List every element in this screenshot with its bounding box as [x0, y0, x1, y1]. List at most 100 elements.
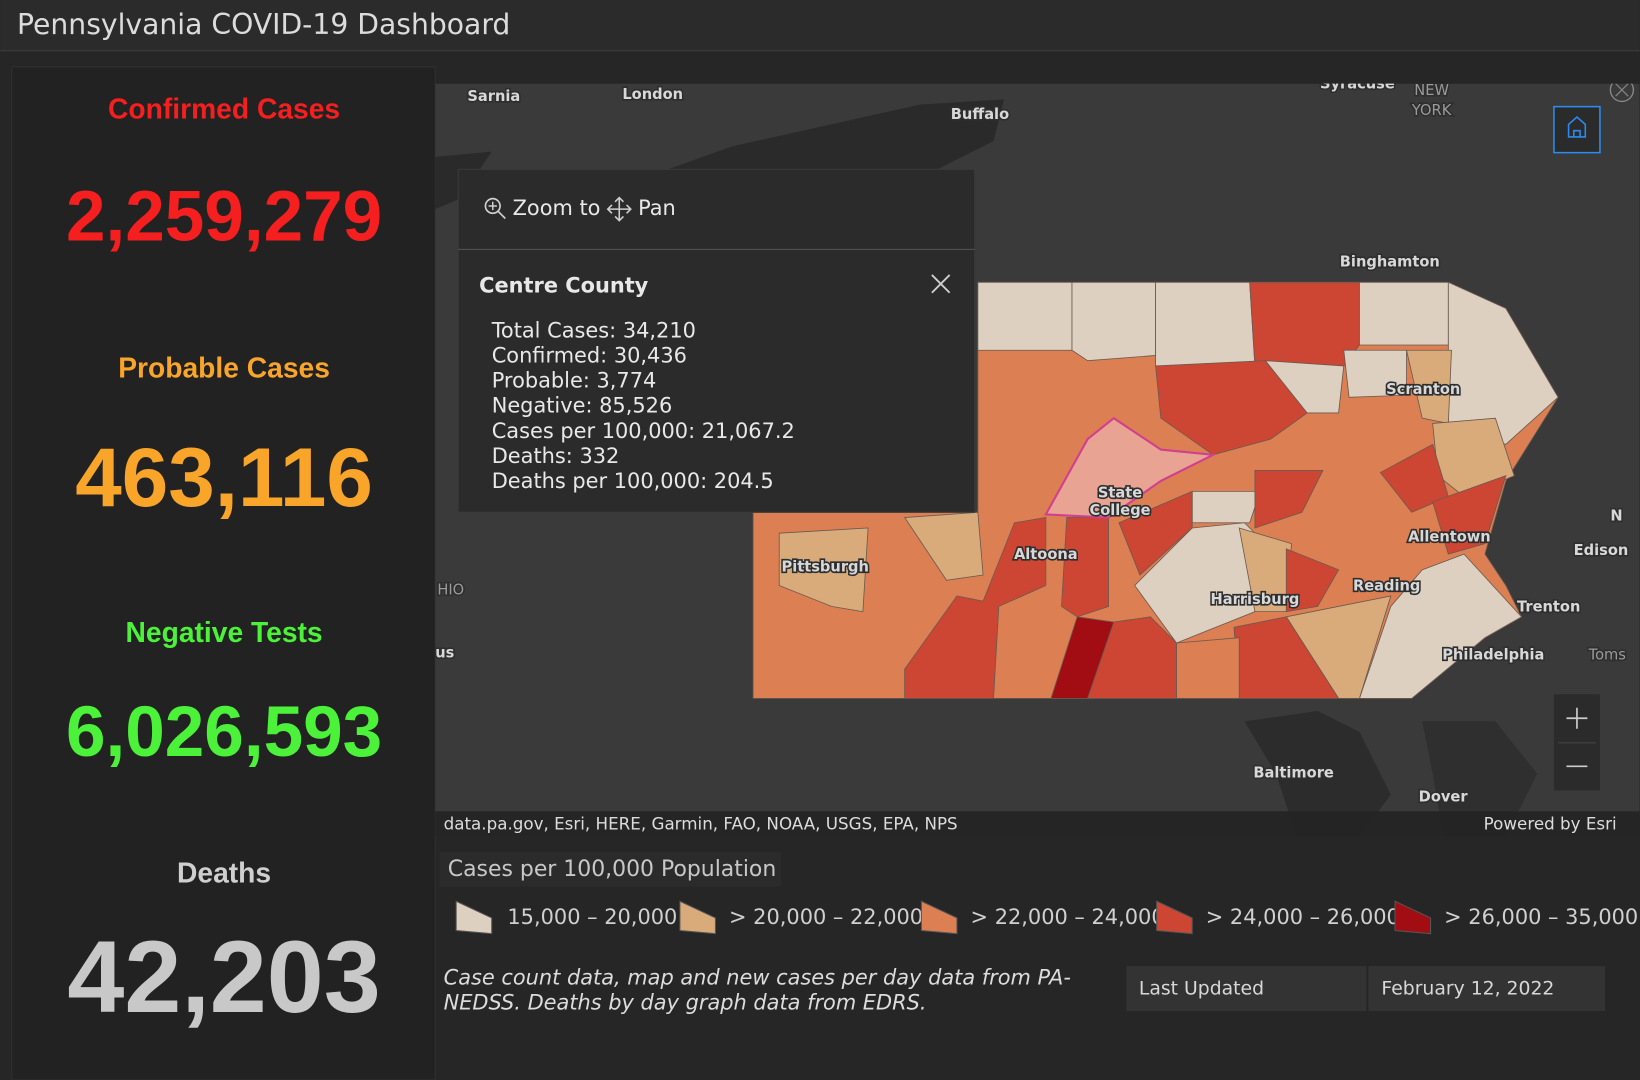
- popup-action[interactable]: Zoom to: [513, 196, 601, 220]
- zoom-icon: [488, 201, 497, 211]
- bay: [1422, 721, 1538, 837]
- popup-action[interactable]: Pan: [638, 196, 676, 220]
- home-button[interactable]: [1553, 105, 1601, 154]
- indicator-value: 6,026,593: [66, 693, 382, 772]
- popup-field: Deaths per 100,000: 204.5: [492, 469, 774, 493]
- popup-title: Centre County: [479, 273, 649, 297]
- last-updated-box: [1126, 966, 1606, 1011]
- legend-label: 15,000 – 20,000: [507, 905, 677, 929]
- popup-field: Total Cases: 34,210: [491, 318, 696, 342]
- expand-button[interactable]: [1609, 78, 1635, 103]
- county: [1359, 281, 1449, 346]
- place-label: Pittsburgh: [782, 559, 869, 576]
- note-line: NEDSS. Deaths by day graph data from EDR…: [444, 991, 927, 1015]
- county: [1358, 553, 1523, 699]
- close-button[interactable]: [931, 274, 951, 294]
- place-label: Altoona: [1014, 546, 1078, 563]
- zoom-to-button[interactable]: Zoom to: [484, 196, 601, 220]
- place-label: Scranton: [1386, 381, 1460, 398]
- popup-field: Deaths: 332: [492, 444, 620, 468]
- county: [778, 527, 869, 613]
- place-label: Trenton: [1517, 598, 1580, 615]
- legend-label: > 26,000 – 35,000: [1444, 905, 1638, 929]
- pan-button[interactable]: Pan: [606, 196, 676, 222]
- county: [1432, 475, 1507, 555]
- home-icon: [1567, 116, 1587, 138]
- legend-label: > 20,000 – 22,000: [729, 905, 923, 929]
- county: [904, 517, 1047, 699]
- county: [1264, 360, 1345, 414]
- header-title: Pennsylvania COVID-19 Dashboard: [17, 8, 510, 41]
- place-label: Harrisburg: [1211, 591, 1300, 608]
- indicator-panel: [11, 66, 436, 1080]
- place-label: NEW: [1414, 82, 1449, 99]
- indicator-label: Deaths: [177, 857, 271, 889]
- place-label: HIO: [437, 582, 464, 599]
- county: [1155, 281, 1256, 367]
- legend-swatch: [1156, 900, 1193, 935]
- place-labels: Sarnia London Buffalo Syracuse NEW YORK …: [435, 76, 1630, 808]
- last-updated-value: February 12, 2022: [1381, 979, 1554, 1000]
- county: [1118, 490, 1193, 576]
- header-bar: [0, 0, 1640, 51]
- popup-field: Cases per 100,000: 21,067.2: [492, 419, 795, 443]
- place-label: Edison: [1574, 542, 1629, 559]
- zoom-icon: [484, 197, 501, 215]
- legend-swatch: [679, 900, 716, 935]
- expand-icon: [1615, 83, 1629, 97]
- zoom-in-button[interactable]: [1566, 707, 1588, 729]
- bay: [1244, 710, 1391, 837]
- place-label: State: [1098, 484, 1142, 501]
- county: [1285, 548, 1340, 613]
- place-label: Syracuse: [1320, 76, 1395, 93]
- last-updated-label: Last Updated: [1139, 979, 1264, 1000]
- pan-icon: [606, 196, 632, 222]
- indicator-label: Negative Tests: [126, 616, 323, 648]
- place-label: us: [435, 644, 454, 661]
- place-label: Reading: [1353, 578, 1420, 595]
- powered-by: Powered by Esri: [1484, 813, 1617, 833]
- place-label: Toms: [1588, 647, 1626, 664]
- place-label: Philadelphia: [1442, 647, 1544, 664]
- popup-field: Probable: 3,774: [492, 369, 657, 393]
- county: [1254, 470, 1324, 529]
- county: [977, 281, 1073, 351]
- place-label: Buffalo: [951, 106, 1009, 123]
- place-label: Baltimore: [1253, 765, 1334, 782]
- county: [903, 511, 984, 581]
- indicator-value: 463,116: [75, 430, 373, 524]
- place-label: Allentown: [1408, 528, 1491, 545]
- popup-panel: [457, 168, 976, 513]
- place-label: YORK: [1411, 102, 1452, 119]
- place-label: Dover: [1419, 789, 1469, 806]
- note-line: Case count data, map and new cases per d…: [444, 966, 1071, 990]
- county-layer[interactable]: [752, 281, 1559, 699]
- county: [1087, 616, 1177, 699]
- county: [1343, 349, 1407, 398]
- legend-swatch: [455, 900, 493, 935]
- place-label: N: [1610, 507, 1622, 524]
- county: [1061, 517, 1109, 618]
- indicator-label: Confirmed Cases: [108, 92, 340, 124]
- legend-label: > 22,000 – 24,000: [971, 905, 1165, 929]
- indicator-value: 42,203: [67, 919, 380, 1034]
- attribution: data.pa.gov, Esri, HERE, Garmin, FAO, NO…: [444, 813, 958, 833]
- map-view[interactable]: Sarnia London Buffalo Syracuse NEW YORK …: [435, 76, 1640, 837]
- legend-title: Cases per 100,000 Population: [448, 857, 776, 882]
- home-frame[interactable]: [1553, 105, 1601, 154]
- place-label: Binghamton: [1340, 253, 1440, 270]
- expand-icon[interactable]: [1609, 78, 1635, 103]
- legend-label: > 24,000 – 26,000: [1206, 905, 1400, 929]
- zoom-controls[interactable]: [1553, 694, 1600, 791]
- indicator-label: Probable Cases: [118, 352, 330, 384]
- attribution-bar: [435, 811, 1640, 837]
- legend-swatch: [1394, 900, 1432, 935]
- legend-title-box: [439, 852, 782, 887]
- popup: Zoom to Pan Centre County Total Cases: 3…: [457, 168, 976, 513]
- indicator-value: 2,259,279: [66, 177, 382, 256]
- place-label: College: [1089, 502, 1150, 519]
- county: [1071, 281, 1157, 362]
- popup-field: Confirmed: 30,436: [492, 344, 687, 368]
